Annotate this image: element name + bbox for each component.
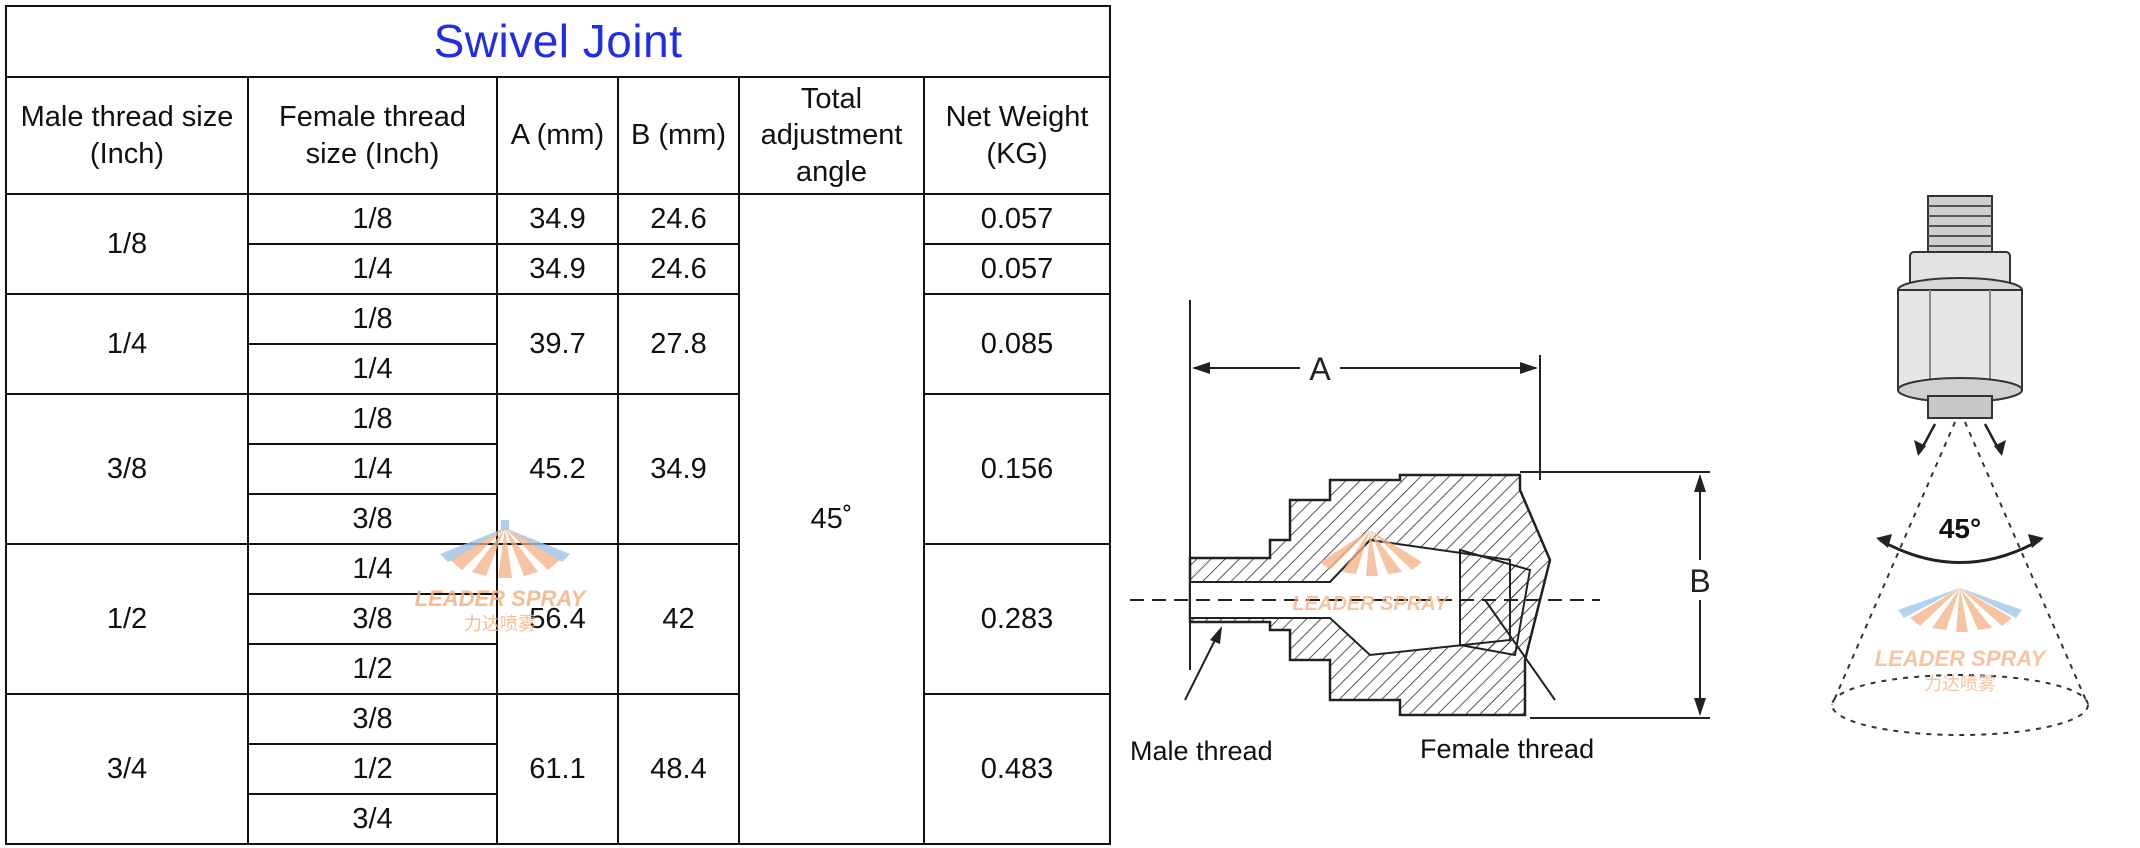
dim-b-cell: 27.8 [617,293,740,395]
weight-cell: 0.283 [922,543,1112,695]
weight-cell: 0.057 [922,243,1112,295]
dim-b-cell: 24.6 [617,243,740,295]
watermark-brand-cn-nozzle: 力达喷雾 [1924,674,1996,695]
angle-arc [1879,538,2041,564]
adjustment-angle-cell: 45˚ [738,193,925,845]
dim-b-cell: 48.4 [617,693,740,845]
watermark-brand: LEADER SPRAY [415,586,588,611]
dim-a-cell: 34.9 [496,243,619,295]
female-size-cell: 1/8 [247,393,498,445]
weight-cell: 0.156 [922,393,1112,545]
watermark-brand-nozzle: LEADER SPRAY [1875,646,2048,671]
female-size-cell: 1/4 [247,243,498,295]
male-thread-label: Male thread [1130,736,1273,766]
table-row: 3/8 1/8 45.2 34.9 0.156 [5,393,1112,545]
table-title: Swivel Joint [4,5,1112,78]
male-size-cell: 3/4 [5,693,249,845]
female-size-cell: 3/4 [247,793,498,845]
female-size-cell: 3/8 [247,693,498,745]
female-size-cell: 1/2 [247,743,498,795]
dim-b-label: B [1689,563,1710,599]
spray-fan-icon: LEADER SPRAY 力达喷雾 [415,520,588,635]
swivel-body [1188,473,1552,717]
table-row: 1/2 [6,643,1110,695]
header-net-weight: Net Weight (KG) [922,76,1112,195]
female-size-cell: 1/8 [247,193,498,245]
swivel-joint-section-drawing: A B Male thread Female thread [1130,300,1711,780]
table-row: 1/4 34.9 24.6 0.057 [6,243,1112,295]
nozzle-spray-illustration: 45° LEADER SPRAY 力达喷雾 [1810,190,2110,750]
watermark-brand-drawing: LEADER SPRAY [1292,593,1449,615]
female-size-cell: 1/4 [247,443,498,495]
header-dim-a: A (mm) [496,76,619,195]
dim-a-cell: 61.1 [496,693,619,845]
female-size-cell: 1/8 [247,293,498,345]
table-row: 1/2 1/4 56.4 42 0.283 [5,543,1112,695]
table-row: 1/2 [6,743,1110,795]
female-size-cell: 1/4 [247,343,498,395]
spray-angle-label: 45° [1939,513,1981,544]
dim-b-cell: 34.9 [617,393,740,545]
dim-a-cell: 56.4 [496,543,619,695]
weight-cell: 0.057 [922,193,1112,245]
dim-a-cell: 39.7 [496,293,619,395]
male-size-cell: 1/2 [5,543,249,695]
swivel-joint-spec-table: Swivel Joint Male thread size (Inch) Fem… [4,5,1112,845]
female-size-cell: 3/8 [247,593,498,645]
header-dim-b: B (mm) [617,76,740,195]
female-size-cell: 3/8 [247,493,498,545]
watermark-brand-cn: 力达喷雾 [464,614,536,635]
nozzle-fitting [1897,195,2023,419]
dim-b-cell: 42 [617,543,740,695]
table-row: 1/4 [6,443,1110,495]
watermark-logo-table: LEADER SPRAY 力达喷雾 [410,520,610,640]
header-female-thread: Female thread size (Inch) [247,76,498,195]
table-row: 3/8 [6,493,1110,545]
watermark-logo-nozzle: LEADER SPRAY 力达喷雾 [1875,588,2048,695]
table-row: 1/4 1/8 39.7 27.8 0.085 [5,293,1112,395]
table-row: 1/8 1/8 34.9 24.6 45˚ 0.057 [5,193,1112,845]
weight-cell: 0.483 [922,693,1112,845]
swivel-joint-table-container: Swivel Joint Male thread size (Inch) Fem… [4,5,1112,845]
male-size-cell: 3/8 [5,393,249,545]
watermark-logo-drawing: LEADER SPRAY [1292,530,1449,615]
spray-cone [1831,421,2089,736]
dim-a-cell: 45.2 [496,393,619,545]
table-row: 3/4 [6,793,1110,845]
female-thread-label: Female thread [1420,734,1594,764]
male-size-cell: 1/8 [5,193,249,295]
table-row: 3/8 [6,593,1110,645]
male-size-cell: 1/4 [5,293,249,395]
dim-a-label: A [1309,351,1331,387]
header-adjustment-angle: Total adjustment angle [738,76,925,195]
female-size-cell: 1/2 [247,643,498,695]
table-row: 1/4 [6,343,1110,395]
header-male-thread: Male thread size (Inch) [5,76,249,195]
dim-a-cell: 34.9 [496,193,619,245]
dim-b-cell: 24.6 [617,193,740,245]
table-row: 3/4 3/8 61.1 48.4 0.483 [5,693,1112,845]
weight-cell: 0.085 [922,293,1112,395]
